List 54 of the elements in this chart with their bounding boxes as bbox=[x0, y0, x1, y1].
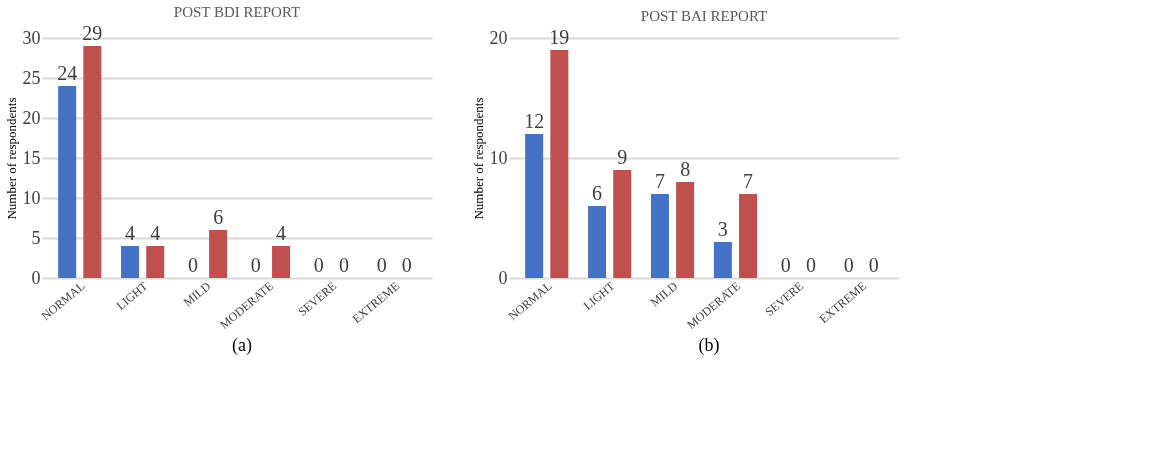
data-label: 0 bbox=[401, 254, 412, 276]
y-axis-title: Number of respondents bbox=[3, 97, 19, 220]
data-label: 4 bbox=[276, 222, 287, 244]
y-tick-label: 5 bbox=[31, 227, 41, 248]
data-label: 7 bbox=[743, 170, 754, 192]
y-tick-label: 0 bbox=[498, 267, 508, 288]
bar bbox=[650, 194, 669, 278]
data-label: 19 bbox=[549, 26, 570, 48]
bar bbox=[83, 46, 102, 278]
data-label: 0 bbox=[868, 254, 879, 276]
data-label: 9 bbox=[617, 146, 628, 168]
data-label: 24 bbox=[57, 62, 78, 84]
data-label: 6 bbox=[213, 206, 224, 228]
data-label: 4 bbox=[150, 222, 161, 244]
data-label: 0 bbox=[376, 254, 387, 276]
y-tick-label: 20 bbox=[489, 27, 508, 48]
bar bbox=[676, 182, 695, 278]
bar bbox=[588, 206, 607, 278]
bar bbox=[613, 170, 632, 278]
data-label: 0 bbox=[250, 254, 261, 276]
bar bbox=[146, 246, 165, 278]
bar bbox=[121, 246, 140, 278]
bar bbox=[550, 50, 569, 278]
y-tick-label: 25 bbox=[22, 67, 41, 88]
y-tick-label: 10 bbox=[22, 187, 41, 208]
data-label: 29 bbox=[82, 22, 103, 44]
data-label: 0 bbox=[338, 254, 349, 276]
y-tick-label: 10 bbox=[489, 147, 508, 168]
y-tick-label: 30 bbox=[22, 27, 41, 48]
y-tick-label: 0 bbox=[31, 267, 41, 288]
bar bbox=[272, 246, 291, 278]
bar bbox=[525, 134, 544, 278]
data-label: 0 bbox=[313, 254, 324, 276]
text: (b) bbox=[698, 335, 720, 356]
data-label: 0 bbox=[187, 254, 198, 276]
y-tick-label: 15 bbox=[22, 147, 41, 168]
data-label: 0 bbox=[843, 254, 854, 276]
text: (a) bbox=[232, 335, 252, 356]
bar bbox=[739, 194, 758, 278]
data-label: 0 bbox=[780, 254, 791, 276]
data-label: 3 bbox=[717, 218, 728, 240]
bar bbox=[209, 230, 228, 278]
y-tick-label: 20 bbox=[22, 107, 41, 128]
data-label: 7 bbox=[654, 170, 665, 192]
bar bbox=[58, 86, 77, 278]
data-label: 6 bbox=[592, 182, 603, 204]
data-label: 0 bbox=[805, 254, 816, 276]
bar bbox=[713, 242, 732, 278]
y-axis-title: Number of respondents bbox=[470, 97, 486, 220]
data-label: 12 bbox=[524, 110, 545, 132]
chart-title: POST BDI REPORT bbox=[173, 4, 301, 20]
data-label: 8 bbox=[680, 158, 691, 180]
data-label: 4 bbox=[125, 222, 136, 244]
chart-title: POST BAI REPORT bbox=[640, 8, 768, 24]
